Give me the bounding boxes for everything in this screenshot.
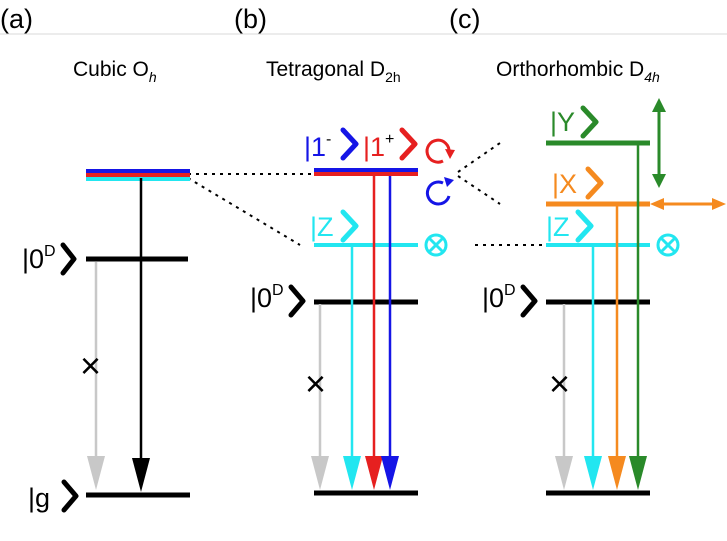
- panel-c-title-main: Orthorhombic D: [496, 58, 644, 81]
- panel-b-title: Tetragonal D2h: [266, 58, 401, 85]
- panel-b-ket-1plus-sup: +: [385, 131, 394, 148]
- panel-b-ket-0D: |0D: [250, 282, 284, 313]
- panel-b-z-arrow-head: [343, 456, 361, 490]
- panel-c-x-arrow-head: [608, 456, 626, 490]
- panel-c-title: Orthorhombic D4h: [496, 58, 660, 85]
- connector-b-c-y: [457, 142, 501, 173]
- connector-b-c-x: [457, 175, 501, 205]
- panel-c-ket-X-bracket: [585, 166, 604, 200]
- panel-b-ket-1plus-bracket: [399, 127, 418, 161]
- vertical-polarization-icon: [652, 98, 666, 188]
- panel-c: |Y |X |Z |0D ×: [482, 98, 726, 496]
- panel-a: |0D |g ×: [22, 169, 190, 513]
- panel-b-ket-1minus-base: |1: [304, 132, 326, 162]
- panel-b-forbidden-arrow-head: [311, 456, 329, 490]
- panel-b-ket-1plus-base: |1: [363, 132, 385, 162]
- panel-c-ket-0D: |0D: [482, 282, 516, 313]
- panel-a-ket-0D-sup: D: [44, 243, 56, 260]
- horizontal-polarization-icon: [650, 198, 726, 210]
- panel-c-ket-X: |X: [552, 169, 577, 199]
- panel-c-ket-0D-bracket: [520, 284, 538, 318]
- panel-b-ket-1minus-bracket: [340, 127, 359, 161]
- panel-a-forbidden-mark: ×: [80, 345, 101, 386]
- panel-c-forbidden-arrow-head: [555, 456, 573, 490]
- panel-a-ket-g-bracket: [61, 479, 79, 513]
- panel-a-title-main: Cubic O: [73, 58, 149, 81]
- panel-b: |1- |1+ |Z |0D ×: [250, 127, 455, 496]
- panel-b-level-1-red: [314, 172, 418, 176]
- panel-b-ket-0D-bracket: [288, 284, 306, 318]
- panel-b-ket-1plus: |1+: [363, 131, 394, 162]
- panel-a-letter: (a): [0, 4, 33, 34]
- panel-b-blue-arrow-head: [381, 456, 399, 490]
- panel-a-ket-g: |g: [28, 483, 50, 513]
- left-circular-polarization-icon: [425, 177, 454, 206]
- panel-a-degenerate-level-cyan: [86, 177, 190, 181]
- panel-b-red-arrow-head: [365, 456, 383, 490]
- panel-a-ket-0D-base: |0: [22, 244, 44, 274]
- panel-a-degenerate-level-blue: [86, 169, 190, 173]
- panel-b-ket-1minus: |1-: [304, 131, 331, 162]
- panel-c-ket-0D-base: |0: [482, 283, 504, 313]
- panel-b-z-polarization-icon: [424, 233, 448, 257]
- panel-c-y-arrow-head: [629, 456, 647, 490]
- panel-a-ket-0D-bracket: [60, 242, 77, 276]
- panel-c-title-sub: 4h: [644, 69, 660, 85]
- panel-c-ket-Y-bracket: [580, 105, 599, 139]
- panel-c-forbidden-mark: ×: [549, 363, 570, 404]
- panel-c-z-polarization-icon: [656, 233, 680, 257]
- panel-c-z-arrow-head: [584, 456, 602, 490]
- connector-a-b-z: [187, 177, 301, 246]
- panel-c-ket-0D-sup: D: [504, 282, 516, 299]
- panel-a-forbidden-arrow-head: [87, 456, 105, 490]
- panel-c-ket-Z: |Z: [546, 212, 570, 242]
- panel-a-title-sub: h: [149, 69, 157, 85]
- panel-b-level-1-blue: [314, 168, 418, 172]
- panel-a-allowed-arrow-head: [132, 458, 150, 492]
- panel-b-title-sub: 2h: [385, 69, 401, 85]
- panel-b-ket-Z: |Z: [310, 212, 334, 242]
- panel-b-ket-0D-sup: D: [272, 282, 284, 299]
- panel-c-letter: (c): [449, 4, 480, 34]
- panel-b-forbidden-mark: ×: [305, 363, 326, 404]
- panel-a-ket-0D: |0D: [22, 243, 56, 274]
- right-circular-polarization-icon: [425, 138, 455, 164]
- panel-b-ket-Z-bracket: [340, 209, 359, 243]
- panel-b-letter: (b): [234, 4, 267, 34]
- panel-a-title: Cubic Oh: [73, 58, 157, 85]
- panel-b-title-main: Tetragonal D: [266, 58, 385, 81]
- panel-c-ket-Y: |Y: [550, 107, 575, 137]
- panel-c-ket-Z-bracket: [575, 209, 594, 243]
- panel-b-ket-0D-base: |0: [250, 283, 272, 313]
- panel-a-degenerate-level-red: [86, 173, 190, 177]
- panel-b-ket-1minus-sup: -: [326, 131, 331, 148]
